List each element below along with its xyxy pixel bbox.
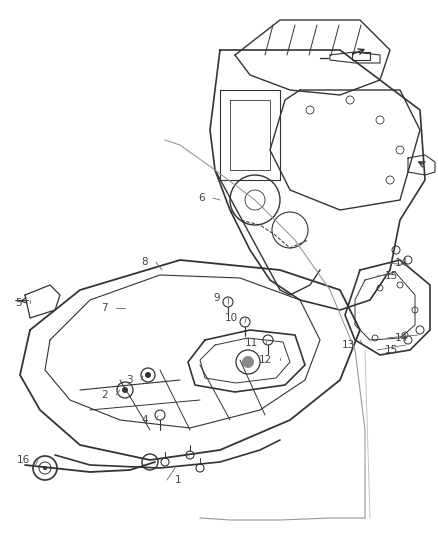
Text: 12: 12 [259, 355, 272, 365]
Text: 16: 16 [17, 455, 30, 465]
Circle shape [145, 372, 151, 378]
Text: 13: 13 [342, 340, 355, 350]
Circle shape [43, 466, 47, 470]
Text: 5: 5 [15, 298, 22, 308]
Text: 14: 14 [395, 333, 408, 343]
Text: 1: 1 [175, 475, 182, 485]
Text: 3: 3 [127, 375, 133, 385]
Text: 9: 9 [213, 293, 220, 303]
Text: 8: 8 [141, 257, 148, 267]
Text: 11: 11 [245, 338, 258, 348]
Text: 2: 2 [101, 390, 108, 400]
Text: 4: 4 [141, 415, 148, 425]
Text: 15: 15 [385, 345, 398, 355]
Text: 15: 15 [385, 271, 398, 281]
Text: 6: 6 [198, 193, 205, 203]
Circle shape [122, 387, 128, 393]
Circle shape [242, 356, 254, 368]
Text: 14: 14 [395, 258, 408, 268]
Text: 7: 7 [101, 303, 108, 313]
Text: 10: 10 [225, 313, 238, 323]
